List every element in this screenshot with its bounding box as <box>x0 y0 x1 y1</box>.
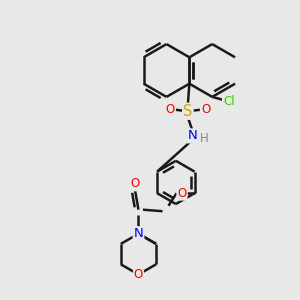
Text: H: H <box>200 132 208 145</box>
Text: O: O <box>130 177 140 190</box>
Text: Cl: Cl <box>223 95 235 108</box>
Text: O: O <box>177 187 187 200</box>
Text: N: N <box>188 129 197 142</box>
Text: S: S <box>183 104 193 119</box>
Text: O: O <box>134 268 143 281</box>
Text: O: O <box>201 103 211 116</box>
Text: N: N <box>134 227 143 240</box>
Text: O: O <box>165 103 175 116</box>
